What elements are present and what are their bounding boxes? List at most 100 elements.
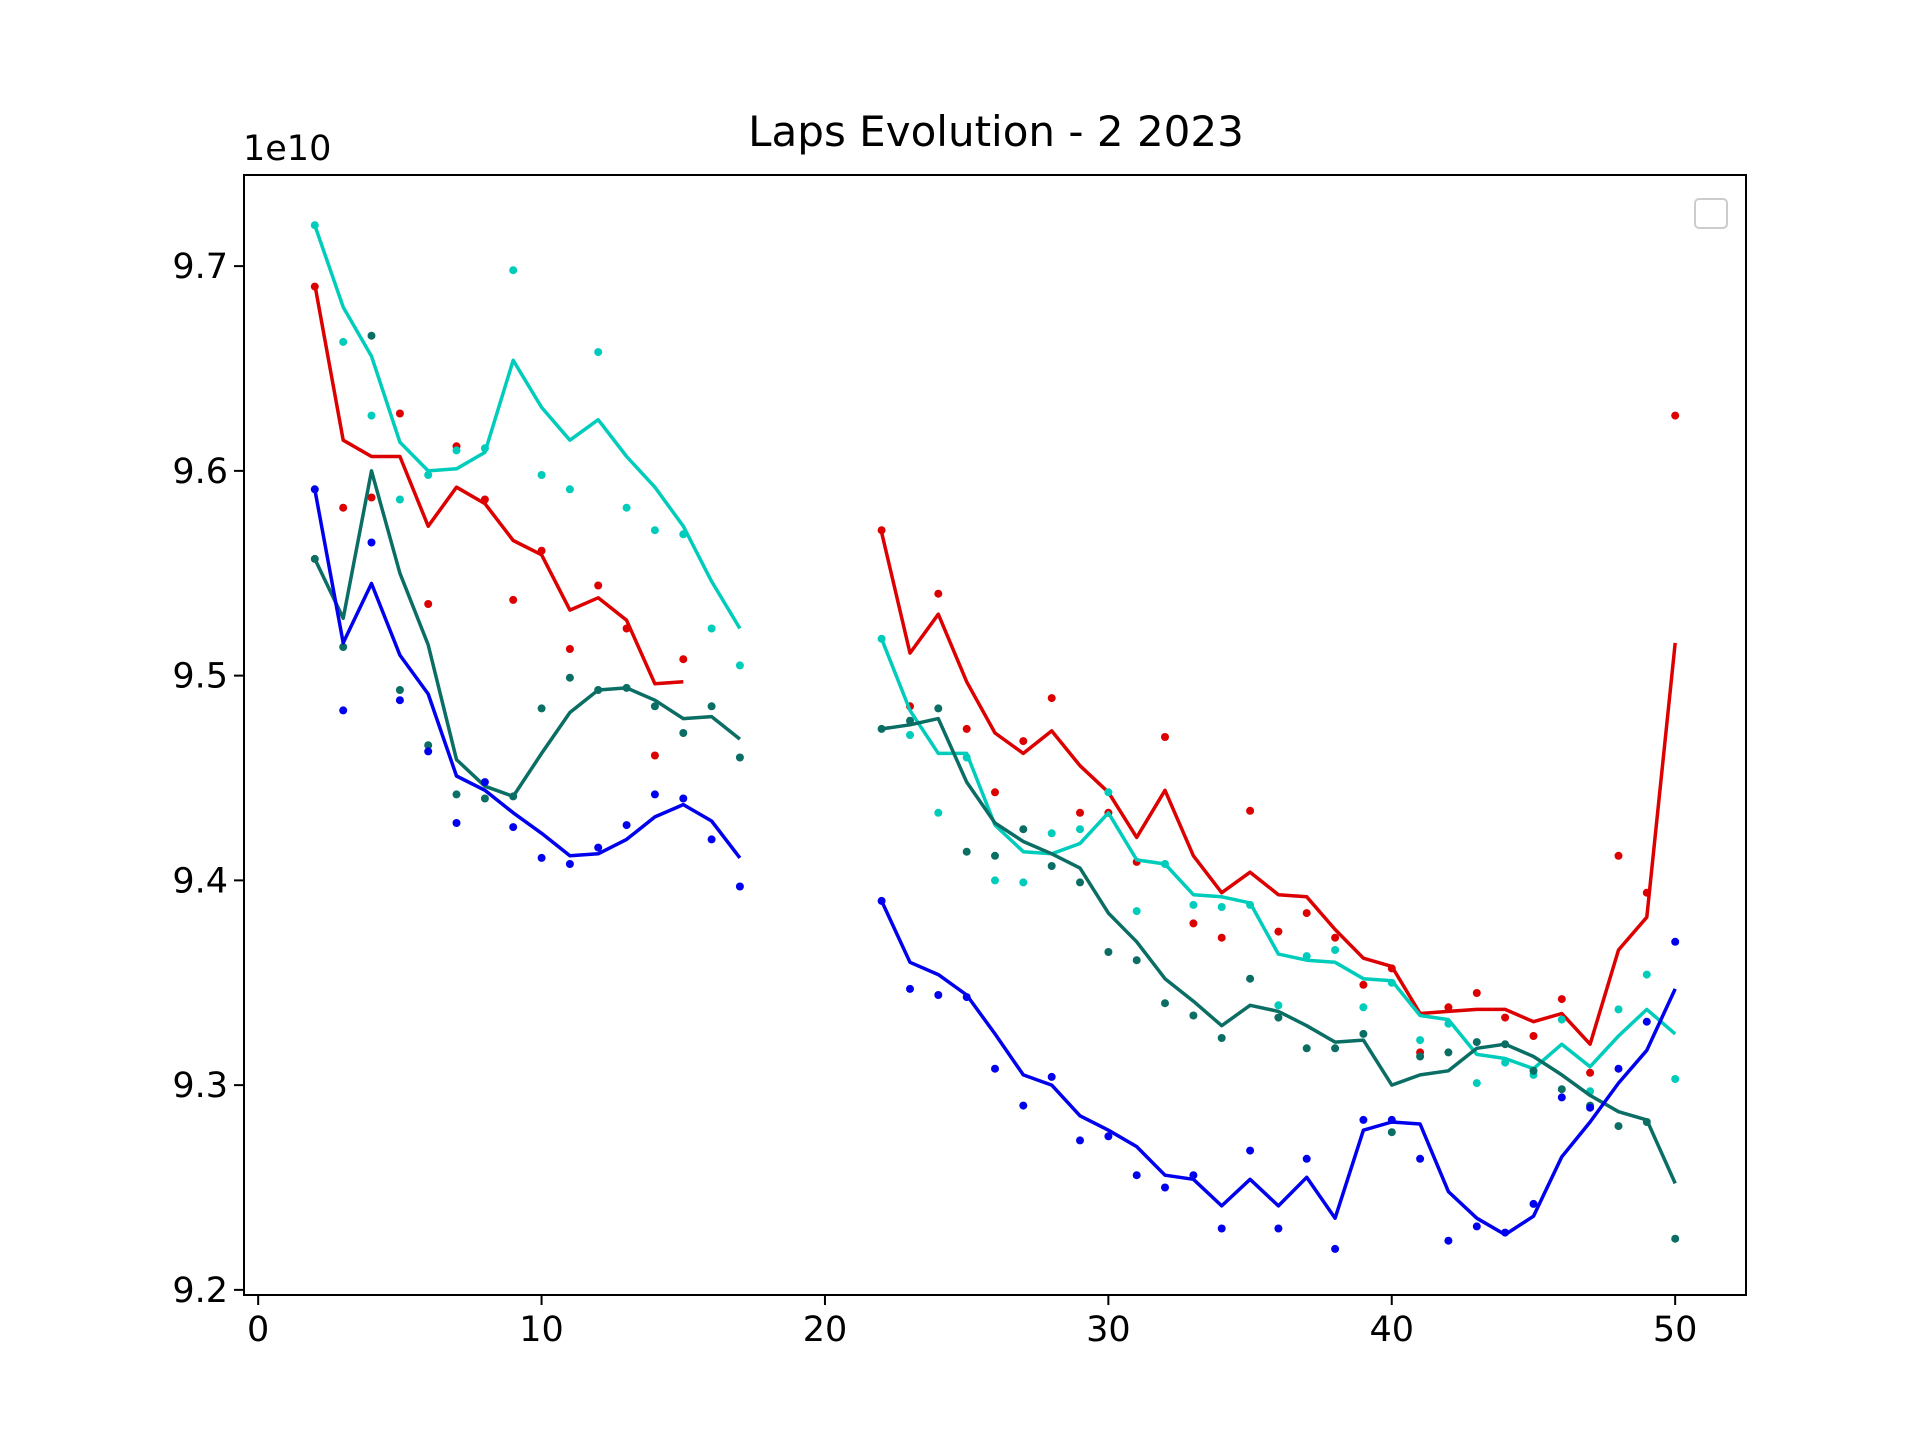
data-point bbox=[395, 495, 404, 504]
data-point bbox=[650, 790, 659, 799]
data-point bbox=[480, 495, 489, 504]
data-point bbox=[962, 753, 971, 762]
data-point bbox=[565, 645, 574, 653]
data-point bbox=[962, 847, 971, 856]
data-point bbox=[1387, 1128, 1396, 1137]
data-point bbox=[310, 554, 319, 563]
data-point bbox=[452, 819, 461, 827]
data-point bbox=[1586, 1103, 1595, 1112]
data-point bbox=[622, 821, 631, 830]
y-tick-label: 9.2 bbox=[172, 1271, 228, 1311]
data-point bbox=[1302, 1044, 1311, 1053]
data-point bbox=[1104, 1132, 1113, 1141]
data-point bbox=[1472, 1222, 1481, 1231]
data-point bbox=[1217, 1034, 1226, 1042]
data-point bbox=[622, 624, 631, 633]
data-point bbox=[310, 282, 319, 291]
data-point bbox=[679, 729, 688, 737]
data-point bbox=[424, 471, 433, 479]
data-point bbox=[1359, 1115, 1368, 1124]
data-point bbox=[735, 882, 744, 891]
data-point bbox=[877, 896, 886, 905]
data-point bbox=[565, 673, 574, 682]
data-point bbox=[509, 266, 518, 275]
data-point bbox=[877, 724, 886, 733]
data-point bbox=[565, 860, 574, 868]
data-point bbox=[424, 741, 433, 750]
data-point bbox=[906, 984, 914, 993]
data-point bbox=[1501, 1013, 1510, 1022]
data-point bbox=[1671, 411, 1680, 420]
data-point bbox=[991, 1064, 999, 1073]
data-point bbox=[1246, 806, 1255, 815]
data-point bbox=[1274, 1224, 1283, 1233]
data-point bbox=[1614, 1005, 1623, 1014]
data-point bbox=[1444, 1236, 1453, 1245]
data-point bbox=[1444, 1048, 1453, 1057]
data-point bbox=[537, 546, 546, 555]
data-point bbox=[1387, 964, 1396, 973]
data-point bbox=[594, 348, 603, 357]
data-point bbox=[509, 823, 518, 832]
data-point bbox=[1019, 878, 1028, 887]
data-point bbox=[1132, 907, 1141, 916]
data-point bbox=[1246, 974, 1255, 983]
data-point bbox=[1472, 1038, 1481, 1047]
data-point bbox=[991, 851, 999, 860]
data-point bbox=[367, 493, 376, 502]
data-point bbox=[1387, 1115, 1396, 1124]
data-point bbox=[339, 337, 348, 346]
data-point bbox=[877, 526, 886, 535]
data-point bbox=[650, 702, 659, 711]
x-tick-label: 50 bbox=[1653, 1310, 1698, 1350]
data-point bbox=[1416, 1052, 1425, 1061]
data-point bbox=[962, 724, 971, 733]
data-point bbox=[594, 581, 603, 590]
data-point bbox=[1671, 937, 1680, 946]
data-point bbox=[1501, 1040, 1510, 1049]
series-line bbox=[313, 284, 1677, 1046]
data-point bbox=[537, 704, 546, 713]
y-offset-label: 1e10 bbox=[243, 129, 331, 169]
data-point bbox=[1444, 1019, 1453, 1028]
data-point bbox=[565, 485, 574, 494]
data-point bbox=[735, 661, 744, 670]
data-point bbox=[1302, 1154, 1311, 1163]
data-point bbox=[480, 444, 489, 453]
data-point bbox=[1614, 851, 1623, 860]
data-point bbox=[1444, 1003, 1453, 1012]
data-point bbox=[1189, 900, 1198, 909]
data-point bbox=[367, 331, 376, 340]
data-point bbox=[877, 634, 886, 643]
x-tick-label: 40 bbox=[1369, 1310, 1414, 1350]
data-point bbox=[1642, 1017, 1651, 1026]
data-point bbox=[1246, 1146, 1255, 1155]
data-point bbox=[1557, 995, 1566, 1004]
data-point bbox=[1019, 737, 1028, 746]
data-point bbox=[1189, 1011, 1198, 1020]
data-point bbox=[395, 686, 404, 694]
y-tick-label: 9.3 bbox=[172, 1066, 228, 1106]
data-point bbox=[1331, 1244, 1340, 1253]
x-tick-label: 0 bbox=[247, 1310, 269, 1350]
data-point bbox=[1614, 1064, 1623, 1073]
data-point bbox=[1671, 1075, 1680, 1083]
data-point bbox=[707, 702, 716, 711]
data-point bbox=[1331, 933, 1340, 942]
data-point bbox=[1076, 878, 1084, 887]
chart-title: Laps Evolution - 2 2023 bbox=[748, 107, 1244, 156]
data-point bbox=[1331, 1044, 1340, 1053]
data-point bbox=[679, 530, 688, 539]
data-point bbox=[622, 503, 631, 512]
data-point bbox=[1161, 1183, 1169, 1192]
data-point bbox=[1047, 694, 1056, 703]
data-point bbox=[1529, 1066, 1538, 1075]
data-point bbox=[1557, 1085, 1566, 1094]
data-point bbox=[735, 753, 744, 762]
data-point bbox=[906, 731, 914, 739]
data-point bbox=[679, 655, 688, 664]
data-point bbox=[1302, 952, 1311, 961]
series-layer bbox=[310, 221, 1680, 1253]
